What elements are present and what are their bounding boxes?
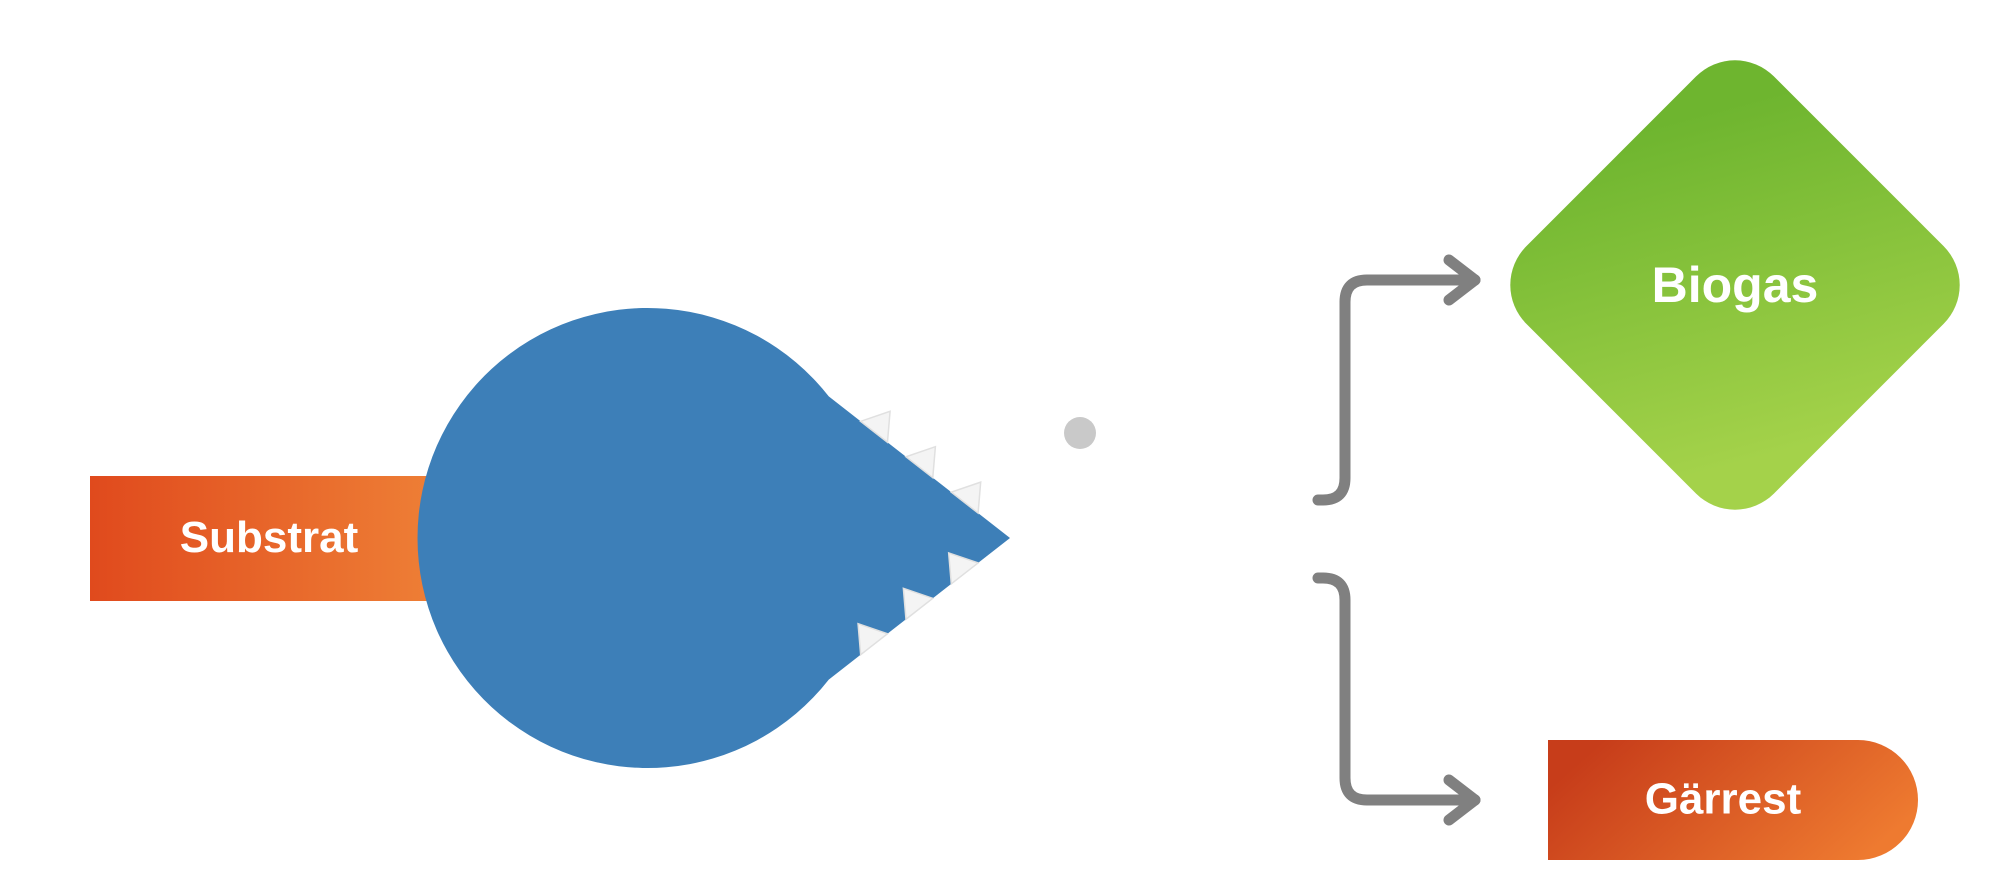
output-gaerrest-label: Gärrest: [1645, 775, 1802, 824]
processor-pupil: [1064, 417, 1096, 449]
output-biogas-label: Biogas: [1652, 257, 1819, 313]
input-label: Substrat: [180, 513, 359, 562]
